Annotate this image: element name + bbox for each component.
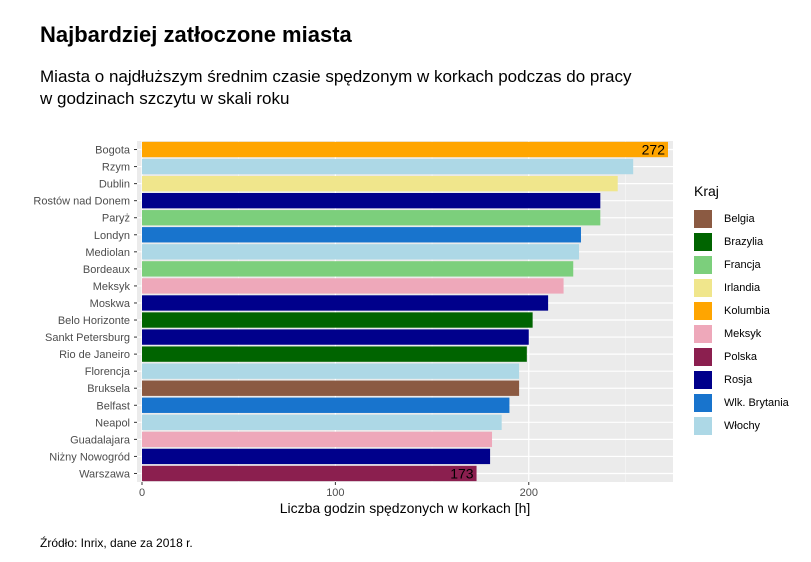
bar-13 (142, 346, 527, 362)
y-tick-label: Bogota (95, 145, 131, 157)
y-tick-label: Florencja (85, 366, 131, 378)
legend-swatch (694, 255, 712, 274)
bar-16 (142, 397, 510, 413)
chart-title: Najbardziej zatłoczone miasta (40, 22, 352, 47)
legend-label: Rosja (724, 373, 753, 386)
legend-item: Wlk. Brytania (694, 391, 789, 414)
legend-item: Belgia (694, 207, 789, 230)
legend-swatch (694, 232, 712, 251)
value-label: 173 (450, 465, 474, 481)
legend-item: Włochy (694, 414, 789, 437)
legend-swatch (694, 278, 712, 297)
bar-1 (142, 141, 668, 158)
bar-20 (142, 465, 477, 482)
y-tick-label: Bordeaux (83, 264, 131, 276)
bar-11 (142, 312, 533, 328)
y-tick-label: Niżny Nowogród (49, 451, 130, 463)
legend-title: Kraj (694, 183, 719, 199)
legend-swatch (694, 416, 712, 435)
bar-6 (142, 227, 581, 243)
bar-10 (142, 295, 549, 311)
legend-label: Kolumbia (724, 304, 770, 317)
legend-label: Francja (724, 258, 761, 271)
bar-9 (142, 278, 564, 294)
x-axis-label: Liczba godzin spędzonych w korkach [h] (280, 500, 531, 516)
legend-swatch (694, 393, 712, 412)
bar-17 (142, 414, 502, 430)
legend-item: Francja (694, 253, 789, 276)
bar-3 (142, 175, 618, 192)
y-tick-label: Sankt Petersburg (45, 332, 130, 344)
legend-item: Irlandia (694, 276, 789, 299)
bar-2 (142, 158, 634, 175)
value-labels: 272 173 (450, 142, 665, 482)
plot-background (137, 141, 673, 482)
legend: Kraj Belgia Brazylia Francja Irlandia Kolumb… (694, 183, 789, 437)
legend-swatch (694, 209, 712, 228)
legend-item: Meksyk (694, 322, 789, 345)
legend-swatch (694, 301, 712, 320)
legend-item: Rosja (694, 368, 789, 391)
bar-19 (142, 448, 491, 465)
y-tick-label: Belfast (96, 400, 130, 412)
y-tick-label: Bruksela (87, 383, 131, 395)
bar-4 (142, 193, 601, 209)
y-tick-label: Guadalajara (70, 434, 131, 446)
legend-item: Kolumbia (694, 299, 789, 322)
bar-15 (142, 380, 520, 396)
bar-8 (142, 261, 574, 277)
y-tick-label: Warszawa (79, 468, 131, 480)
chart-subtitle: Miasta o najdłuższym średnim czasie spęd… (40, 67, 632, 108)
y-tick-label: Rio de Janeiro (59, 349, 130, 361)
y-tick-label: Belo Horizonte (58, 315, 130, 327)
y-tick-labels: Bogota Rzym Dublin Rostów nad Donem Paryż Lon… (33, 145, 137, 480)
y-tick-label: Paryż (102, 213, 130, 225)
x-tick-label: 200 (520, 487, 538, 499)
legend-label: Polska (724, 350, 758, 363)
value-label: 272 (642, 142, 666, 158)
legend-label: Brazylia (724, 235, 764, 248)
legend-items: Belgia Brazylia Francja Irlandia Kolumbia Mek… (694, 207, 789, 437)
y-tick-label: Moskwa (90, 298, 131, 310)
legend-label: Meksyk (724, 327, 762, 340)
legend-label: Włochy (724, 419, 761, 432)
legend-item: Brazylia (694, 230, 789, 253)
bar-12 (142, 329, 529, 345)
y-tick-label: Mediolan (85, 247, 130, 259)
legend-swatch (694, 324, 712, 343)
legend-swatch (694, 370, 712, 389)
legend-swatch (694, 347, 712, 366)
y-tick-label: Neapol (95, 417, 130, 429)
legend-item: Polska (694, 345, 789, 368)
y-tick-label: Rostów nad Donem (33, 196, 130, 208)
legend-label: Belgia (724, 212, 755, 225)
y-tick-label: Rzym (102, 162, 130, 174)
legend-label: Wlk. Brytania (724, 396, 789, 409)
bar-5 (142, 210, 601, 226)
bars (142, 141, 668, 482)
x-ticks: 0 100 200 (139, 482, 538, 499)
legend-label: Irlandia (724, 281, 761, 294)
x-tick-label: 100 (326, 487, 344, 499)
y-tick-label: Dublin (99, 179, 130, 191)
source-caption: Źródło: Inrix, dane za 2018 r. (40, 536, 193, 550)
bar-18 (142, 431, 493, 448)
y-tick-label: Londyn (94, 230, 130, 242)
bar-14 (142, 363, 520, 379)
y-tick-label: Meksyk (93, 281, 131, 293)
x-tick-label: 0 (139, 487, 145, 499)
bar-7 (142, 244, 580, 260)
